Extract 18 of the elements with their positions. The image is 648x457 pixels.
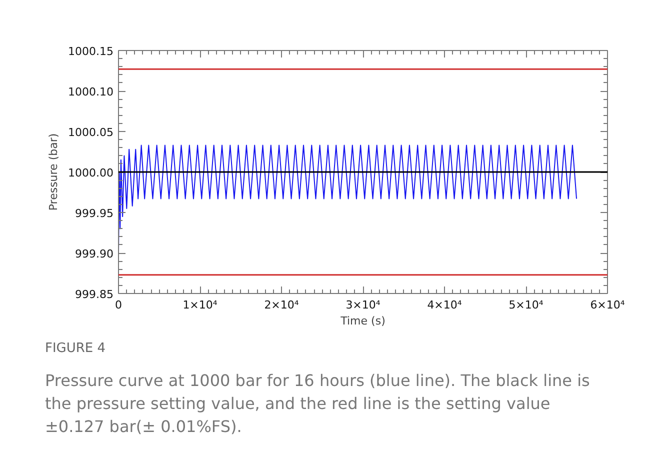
x-tick-label: 2×10⁴ (264, 298, 300, 312)
text: Pressure curve at 1000 bar for 16 hours (blue line). The black line is the pressure setting value, and the red line is the setting value ±0.127 bar(± 0.01%FS). (45, 370, 591, 438)
y-tick-label: 1000.10 (68, 86, 114, 98)
x-tick-label: 4×10⁴ (427, 298, 462, 312)
y-tick-label: 1000.15 (68, 45, 114, 58)
caption: FIGURE 4 (45, 340, 106, 358)
x-tick-label: 3×10⁴ (346, 298, 381, 312)
y-axis-title: Pressure (bar) (47, 133, 60, 211)
y-tick-label: 999.95 (75, 207, 114, 220)
y-tick-label: 999.90 (75, 248, 114, 260)
x-tick-label: 6×10⁴ (590, 298, 626, 312)
y-tick-label: 1000.05 (68, 126, 114, 139)
y-tick-label: 1000.00 (68, 166, 114, 180)
x-tick-label: 0 (115, 298, 122, 312)
x-tick-label: 5×10⁴ (508, 298, 544, 312)
x-axis-title: Time (s) (340, 314, 386, 328)
y-tick-label: 999.85 (75, 288, 114, 301)
x-tick-label: 1×10⁴ (182, 298, 218, 312)
